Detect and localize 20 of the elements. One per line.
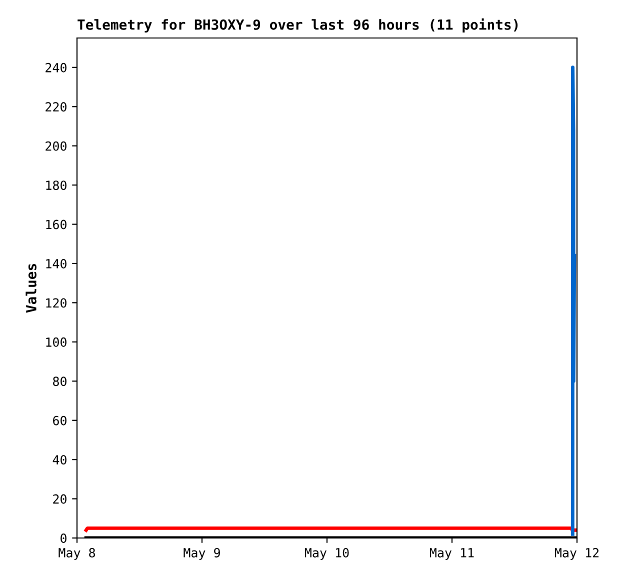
y-tick-label: 0 [60,534,66,543]
x-tick-label: May 9 [184,548,220,560]
y-tick-label: 180 [46,180,66,190]
y-tick-label: 160 [46,220,66,230]
y-tick-label: 40 [52,455,66,465]
y-tick-label: 100 [46,337,66,347]
y-tick-label: 240 [46,62,66,72]
y-tick-label: 60 [53,416,66,426]
y-tick-label: 120 [46,298,66,308]
x-tick-label: May 8 [58,548,96,560]
y-axis-title: Values [26,264,36,313]
y-tick-label: 80 [53,376,66,386]
y-tick-label: 20 [53,494,66,504]
chart-title: Telemetry for BH3OXY-9 over last 96 hours (11 points) [78,18,518,33]
x-tick-label: May 12 [554,548,599,560]
x-tick-label: May 10 [304,548,349,560]
y-tick-label: 200 [46,141,66,151]
y-tick-label: 220 [46,102,66,112]
y-tick-label: 140 [46,258,66,268]
x-tick-label: May 11 [430,548,474,560]
